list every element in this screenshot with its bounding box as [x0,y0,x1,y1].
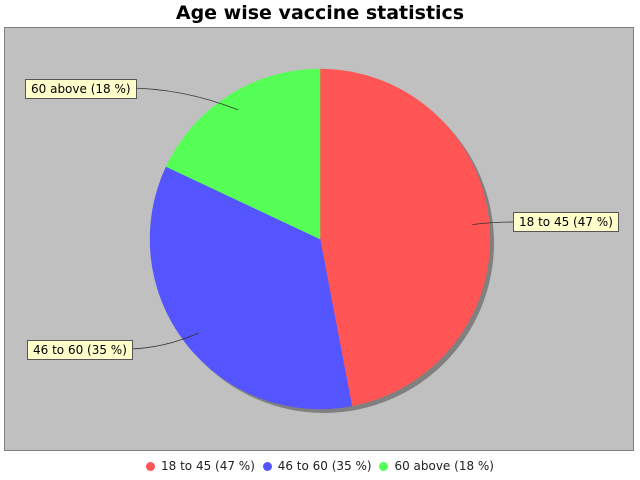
legend: 18 to 45 (47 %) 46 to 60 (35 %) 60 above… [0,459,640,473]
legend-label: 60 above (18 %) [394,459,494,473]
legend-label: 46 to 60 (35 %) [277,459,372,473]
pie-slice-46-to-60 [149,166,353,410]
pie-slice-18-to-45 [319,68,491,407]
pie-label-18-to-45: 18 to 45 (47 %) [513,212,619,232]
legend-item-46-to-60: 46 to 60 (35 %) [262,459,372,473]
legend-dot-icon [146,462,155,471]
pie-slices [149,68,491,410]
leader-line-18-to-45 [472,221,514,225]
legend-item-18-to-45: 18 to 45 (47 %) [146,459,255,473]
chart-title: Age wise vaccine statistics [175,2,465,24]
legend-label: 18 to 45 (47 %) [161,459,255,473]
legend-dot-icon [262,462,272,471]
legend-item-60-above: 60 above (18 %) [379,459,494,473]
legend-dot-icon [379,462,389,471]
pie-slice-60-above [165,68,321,240]
pie-label-46-to-60: 46 to 60 (35 %) [27,340,133,360]
pie-label-60-above: 60 above (18 %) [25,79,137,99]
leader-line-60-above [126,87,239,111]
